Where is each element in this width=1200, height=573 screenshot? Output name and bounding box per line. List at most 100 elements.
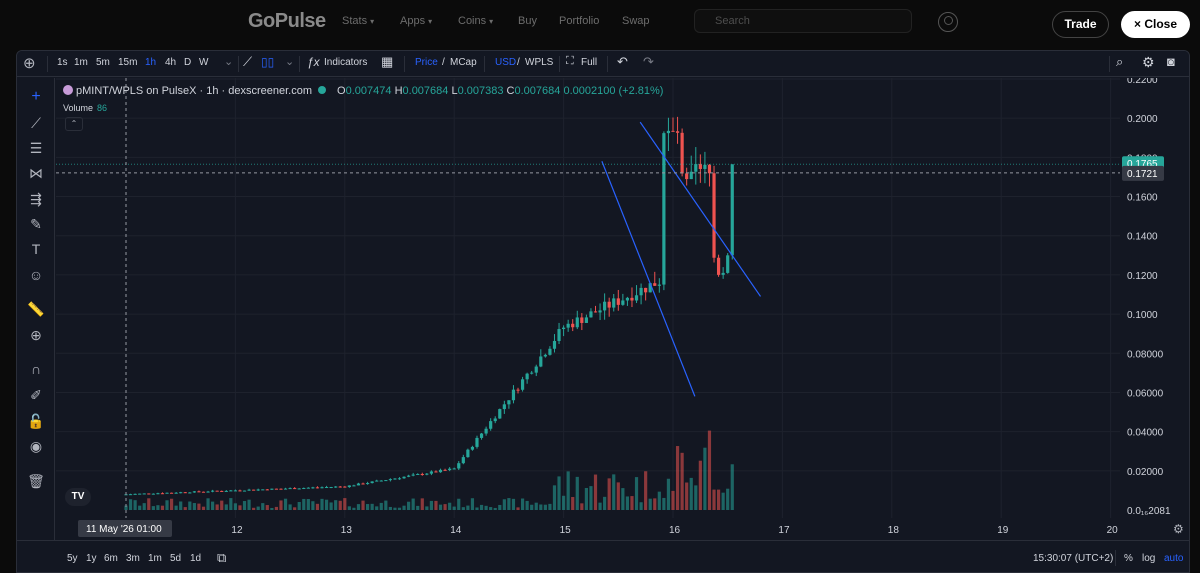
text-tool-icon[interactable]: T	[31, 241, 41, 257]
nav-item-buy[interactable]: Buy	[518, 15, 537, 27]
nav-item-portfolio[interactable]: Portfolio	[559, 15, 600, 27]
volume-bar	[397, 507, 402, 510]
zoom-in-icon[interactable]: ⊕	[30, 327, 42, 343]
interval-chevron-icon[interactable]: ⌄	[224, 56, 234, 68]
candle-body	[452, 468, 456, 470]
candle-body	[201, 491, 206, 493]
range-5y[interactable]: 5y	[67, 553, 78, 564]
price-chart[interactable]	[56, 78, 1120, 518]
volume-bar	[261, 503, 265, 510]
camera-icon[interactable]: ◙	[1167, 54, 1175, 69]
undo-icon[interactable]: ↶	[617, 54, 628, 69]
candle-body	[274, 488, 279, 490]
redo-icon[interactable]: ↷	[643, 54, 654, 69]
trade-button[interactable]: Trade	[1052, 11, 1109, 38]
date-range-icon[interactable]: ⧉	[217, 550, 227, 565]
price-toggle[interactable]: Price	[415, 57, 438, 68]
trendline-tool-icon[interactable]: ⟋	[31, 115, 41, 131]
ruler-icon[interactable]: 📏	[27, 301, 45, 317]
nav-item-stats[interactable]: Stats ▾	[342, 15, 375, 27]
usd-toggle[interactable]: USD	[495, 57, 517, 68]
indicators-button[interactable]: Indicators	[324, 57, 368, 68]
interval-D[interactable]: D	[184, 57, 192, 68]
candle-body	[484, 428, 488, 434]
interval-1m[interactable]: 1m	[74, 57, 88, 68]
pattern-tool-icon[interactable]: ⋈	[29, 165, 43, 181]
candle-body	[138, 493, 142, 495]
candle-body	[511, 389, 516, 401]
fib-tool-icon[interactable]: ☰	[29, 140, 43, 156]
candle-body	[247, 489, 251, 491]
tradingview-logo[interactable]: TV	[65, 488, 91, 506]
candle-body	[530, 372, 534, 374]
candle-body	[466, 449, 470, 458]
volume-bar	[138, 505, 142, 510]
range-1m[interactable]: 1m	[148, 553, 162, 564]
volume-bar	[562, 495, 566, 510]
auto-toggle[interactable]: auto	[1164, 553, 1184, 564]
nav-item-apps[interactable]: Apps ▾	[400, 15, 433, 27]
line-chart-icon[interactable]: ⟋	[243, 54, 253, 69]
volume-bar	[224, 504, 228, 510]
mcap-toggle[interactable]: MCap	[450, 57, 477, 68]
emoji-tool-icon[interactable]: ☺	[28, 267, 44, 283]
indicators-icon[interactable]: ƒx	[307, 55, 320, 69]
percent-toggle[interactable]: %	[1124, 553, 1133, 564]
log-toggle[interactable]: log	[1142, 553, 1156, 564]
full-button[interactable]: Full	[581, 57, 598, 68]
nav-item-swap[interactable]: Swap	[622, 15, 650, 27]
search-box[interactable]	[694, 9, 912, 33]
interval-15m[interactable]: 15m	[118, 57, 138, 68]
user-icon[interactable]	[938, 12, 958, 32]
search-input[interactable]	[715, 13, 905, 29]
range-3m[interactable]: 3m	[126, 553, 140, 564]
settings-gear-icon[interactable]: ⚙	[1142, 54, 1155, 70]
candle-body	[539, 356, 543, 367]
range-1y[interactable]: 1y	[86, 553, 97, 564]
currency-sep: /	[517, 57, 520, 68]
interval-4h[interactable]: 4h	[165, 57, 177, 68]
range-6m[interactable]: 6m	[104, 553, 118, 564]
time-axis[interactable]: 12 13 14 15 16 17 18 19 20 11 May '26 01:00 ⚙	[56, 518, 1190, 540]
collapse-legend-icon[interactable]: ⌃	[65, 117, 83, 131]
candle-body	[128, 494, 133, 496]
brand-logo[interactable]: GoPulse	[248, 10, 326, 32]
lock-icon[interactable]: 🔓	[27, 413, 45, 429]
volume-bar	[461, 507, 465, 510]
forecast-tool-icon[interactable]: ⇶	[30, 191, 42, 207]
wpls-toggle[interactable]: WPLS	[525, 57, 554, 68]
candle-body	[347, 485, 351, 488]
crosshair-icon[interactable]: +	[31, 88, 41, 105]
volume-bar	[252, 507, 256, 510]
candle-body	[580, 317, 584, 323]
candles-icon[interactable]: ▯▯	[261, 55, 275, 69]
clock[interactable]: 15:30:07 (UTC+2)	[1033, 553, 1114, 564]
magnet-icon[interactable]: ∩	[30, 361, 42, 377]
candle-body	[151, 493, 155, 495]
candle-body	[516, 389, 520, 391]
price-axis[interactable]: 0.22000.20000.18000.16000.14000.12000.10…	[1120, 78, 1190, 518]
nav-item-coins[interactable]: Coins ▾	[458, 15, 494, 27]
pencil-lock-icon[interactable]: ✐	[30, 387, 42, 403]
eye-icon[interactable]: ◉	[29, 438, 43, 454]
range-5d[interactable]: 5d	[170, 553, 182, 564]
quick-search-icon[interactable]: ⌕	[1116, 54, 1124, 69]
range-1d[interactable]: 1d	[190, 553, 202, 564]
close-button[interactable]: × Close	[1121, 11, 1190, 38]
charttype-chevron-icon[interactable]: ⌄	[285, 56, 295, 68]
interval-1s[interactable]: 1s	[57, 57, 68, 68]
volume-bar	[598, 502, 602, 510]
volume-bar	[466, 505, 470, 510]
interval-1h[interactable]: 1h	[145, 57, 157, 68]
interval-5m[interactable]: 5m	[96, 57, 110, 68]
layouts-icon[interactable]: ▦	[381, 54, 394, 69]
add-symbol-icon[interactable]: ⊕	[23, 55, 36, 72]
trash-icon[interactable]: 🗑	[27, 473, 45, 489]
volume-bar	[452, 506, 456, 510]
brush-tool-icon[interactable]: ✎	[30, 216, 42, 232]
volume-bar	[566, 471, 570, 510]
candle-body	[603, 301, 607, 311]
symbol-title[interactable]: pMINT/WPLS on PulseX · 1h · dexscreener.…	[76, 85, 312, 97]
interval-W[interactable]: W	[199, 57, 209, 68]
volume-bar	[675, 446, 680, 510]
